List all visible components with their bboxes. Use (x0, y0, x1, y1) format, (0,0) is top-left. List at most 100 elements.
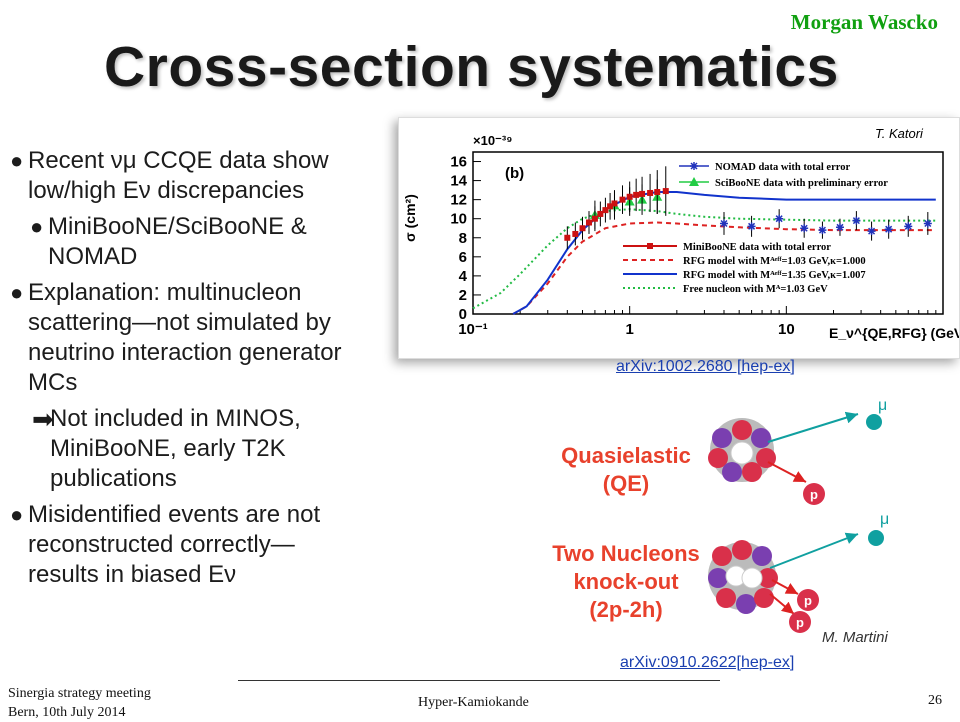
data-point (835, 223, 844, 232)
muon-label: μ (880, 511, 889, 528)
page-number: 26 (928, 693, 942, 708)
scattering-diagram: Quasielastic (QE) Two Nucleons knock-out… (536, 398, 956, 656)
data-point (647, 189, 654, 196)
data-point (602, 207, 609, 214)
bullet-line: reconstructed correctly— (28, 531, 295, 558)
footer-meeting: Sinergia strategy meeting Bern, 10th Jul… (8, 684, 151, 722)
bullet-line: scattering—not simulated by (28, 309, 331, 336)
bullet-line: Misidentified events are not (28, 501, 321, 528)
data-point (867, 227, 876, 236)
x-tick-label: 1 (625, 321, 633, 338)
data-point (662, 188, 669, 195)
bullet-line: Recent νμ CCQE data show (28, 147, 329, 174)
legend-label: Free nucleon with Mᴬ=1.03 GeV (683, 284, 828, 295)
data-point (747, 222, 756, 231)
footer-meeting-name: Sinergia strategy meeting (8, 686, 151, 701)
nucleus-graphics: μ p μ p p M. Martini (708, 398, 889, 646)
bullet-dot-icon: ● (10, 502, 24, 527)
bullet-line: NOMAD (48, 243, 138, 270)
footer-meeting-date: Bern, 10th July 2014 (8, 705, 126, 720)
cross-section-plot-panel: 0 2 4 6 8 10 12 14 16 10⁻¹ 1 10 NOMAD data with tot… (398, 117, 960, 359)
data-point (585, 219, 592, 226)
data-point (852, 216, 861, 225)
y-tick-label: 16 (450, 154, 467, 171)
arrow-right-icon: ➡ (32, 404, 54, 434)
data-point (564, 234, 571, 241)
muon-icon (866, 414, 882, 430)
muon-icon (868, 530, 884, 546)
proton-icon (803, 483, 825, 505)
diagram-reference-link[interactable]: arXiv:0910.2622[hep-ex] (620, 654, 795, 671)
data-point (591, 215, 598, 222)
data-point (818, 226, 827, 235)
data-point (633, 191, 640, 198)
muon-label: μ (878, 398, 887, 414)
legend-label: NOMAD data with total error (715, 162, 850, 173)
chart-x-label: E_ν^{QE,RFG} (GeV) (829, 325, 959, 341)
y-tick-label: 8 (459, 230, 467, 247)
chart-panel-label: (b) (505, 165, 524, 182)
legend-marker (647, 243, 653, 249)
bullet-line: Explanation: multinucleon (28, 279, 302, 306)
bullet-1: ● Recent νμ CCQE data show low/high Eν d… (10, 146, 402, 206)
bullet-line: MiniBooNE, early T2K (50, 435, 286, 462)
two-nucleon-label: Two Nucleons knock-out (2p-2h) (536, 540, 716, 624)
cross-section-chart: 0 2 4 6 8 10 12 14 16 10⁻¹ 1 10 NOMAD data with tot… (402, 126, 960, 341)
chart-legend: NOMAD data with total error SciBooNE data… (623, 162, 888, 295)
qe-label-line: (QE) (602, 471, 650, 496)
bullet-dot-icon: ● (10, 280, 24, 305)
bullet-line: publications (50, 465, 177, 492)
plot-reference-link[interactable]: arXiv:1002.2680 [hep-ex] (616, 358, 795, 375)
data-point (719, 219, 728, 228)
author-name: Morgan Wascko (790, 10, 938, 34)
proton-label: p (810, 487, 818, 502)
bullet-dot-icon: ● (10, 148, 24, 173)
y-tick-label: 12 (450, 192, 467, 209)
x-tick-label: 10⁻¹ (458, 321, 488, 338)
data-point (607, 203, 614, 210)
legend-marker (689, 177, 699, 186)
bullet-5: ● Misidentified events are not reconstru… (10, 500, 402, 590)
bullet-line: MiniBooNE/SciBooNE & (48, 213, 307, 240)
qe-label: Quasielastic (QE) (536, 442, 716, 498)
y-tick-label: 4 (459, 268, 468, 285)
data-point (654, 189, 661, 196)
series-line (472, 208, 936, 310)
data-point (800, 224, 809, 233)
chart-axes: 0 2 4 6 8 10 12 14 16 10⁻¹ 1 10 (450, 151, 944, 338)
y-tick-label: 2 (459, 287, 467, 304)
data-point (639, 190, 646, 197)
y-tick-label: 6 (459, 249, 467, 266)
proton-icon (797, 589, 819, 611)
legend-label: RFG model with Mᴬᵉᶠᶠ=1.03 GeV,κ=1.000 (683, 256, 866, 267)
y-tick-label: 10 (450, 211, 467, 228)
data-point (923, 219, 932, 228)
legend-label: RFG model with Mᴬᵉᶠᶠ=1.35 GeV,κ=1.007 (683, 270, 866, 281)
data-point (597, 210, 604, 217)
bullet-dot-icon: ● (30, 214, 44, 239)
series-line (512, 191, 936, 315)
proton-icon (789, 611, 811, 633)
chart-y-label: σ (cm²) (402, 194, 418, 242)
x-tick-label: 10 (778, 321, 795, 338)
y-tick-label: 0 (459, 306, 467, 323)
proton-label: p (804, 593, 812, 608)
np-label-line: Two Nucleons (552, 541, 700, 566)
bullet-4: ➡ Not included in MINOS, MiniBooNE, earl… (10, 404, 402, 494)
bullet-line: Not included in MINOS, (50, 405, 301, 432)
bullet-list: ● Recent νμ CCQE data show low/high Eν d… (10, 146, 402, 596)
qe-label-line: Quasielastic (561, 443, 691, 468)
series-line (512, 221, 936, 315)
data-point (626, 193, 633, 200)
bullet-2: ● MiniBooNE/SciBooNE & NOMAD (10, 212, 402, 272)
chart-credit: T. Katori (875, 126, 924, 141)
plot-frame (472, 151, 944, 315)
np-label-line: knock-out (573, 569, 679, 594)
chart-curves (472, 191, 936, 315)
bullet-line: low/high Eν discrepancies (28, 177, 305, 204)
chart-points (564, 166, 932, 250)
data-point (579, 225, 586, 232)
bullet-line: results in biased Eν (28, 561, 237, 588)
chart-y-multiplier: ×10⁻³⁹ (473, 133, 512, 148)
data-point (572, 230, 579, 237)
